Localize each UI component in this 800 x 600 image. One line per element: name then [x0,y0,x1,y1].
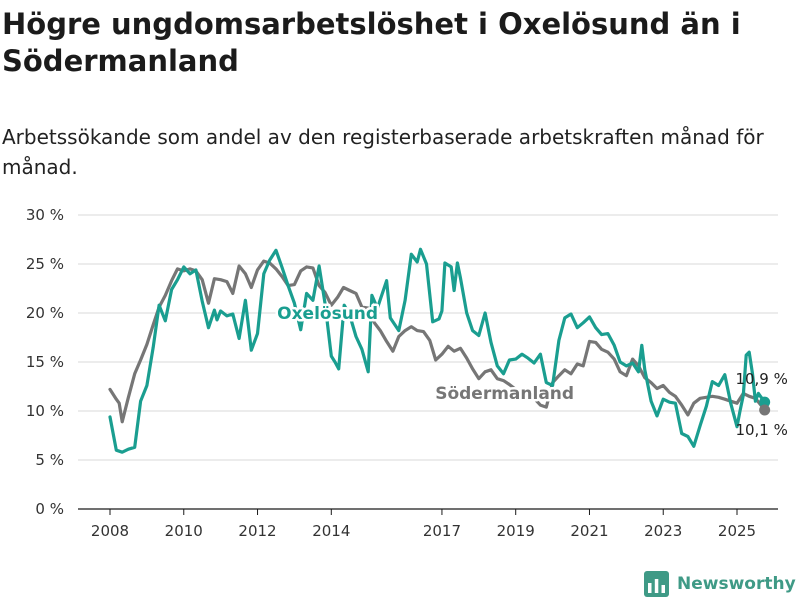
end-label-sodermanland: 10,1 % [735,421,787,439]
y-tick-label: 30 % [26,206,64,224]
x-tick-label: 2019 [497,522,535,540]
y-tick-label: 0 % [35,500,64,518]
series-line-sodermanland [108,259,767,424]
series-label-oxelosund: Oxelösund [277,304,378,324]
x-tick-label: 2017 [423,522,461,540]
x-tick-label: 2008 [91,522,129,540]
y-tick-label: 25 % [26,255,64,273]
axis-ticks: 0 % 5 % 10 % 15 % 20 % 25 % 30 % 2008 2010 2012 20… [26,206,756,540]
y-tick-label: 15 % [26,353,64,371]
x-tick-label: 2021 [570,522,608,540]
brand-name: Newsworthy [677,574,796,594]
series-lines [108,247,771,454]
x-tick-label: 2025 [718,522,756,540]
x-tick-label: 2010 [165,522,203,540]
newsworthy-logo: Newsworthy [644,569,796,599]
series-labels: 10,9 %10,1 %OxelösundOxelösundSödermanla… [275,301,788,439]
series-label-halo-oxelosund: Oxelösund [277,304,378,324]
gridlines [78,214,778,510]
end-marker-oxelosund [759,396,771,408]
page-title: Högre ungdomsarbetslöshet i Oxelösund än… [2,7,741,78]
page-subtitle: Arbetssökande som andel av den registerb… [2,125,764,179]
line-chart: 0 % 5 % 10 % 15 % 20 % 25 % 30 % 2008 2010 2012 20… [26,206,788,540]
series-line-oxelosund [108,247,767,454]
x-tick-label: 2023 [644,522,682,540]
bar-chart-icon [644,571,669,597]
y-tick-label: 5 % [35,451,64,469]
x-tick-label: 2014 [312,522,350,540]
y-tick-label: 10 % [26,402,64,420]
end-marker-sodermanland [759,404,771,416]
series-label-sodermanland: Södermanland [435,384,574,404]
y-tick-label: 20 % [26,304,64,322]
end-label-oxelosund: 10,9 % [735,370,787,388]
series-label-halo-sodermanland: Södermanland [435,384,574,404]
x-tick-label: 2012 [238,522,276,540]
